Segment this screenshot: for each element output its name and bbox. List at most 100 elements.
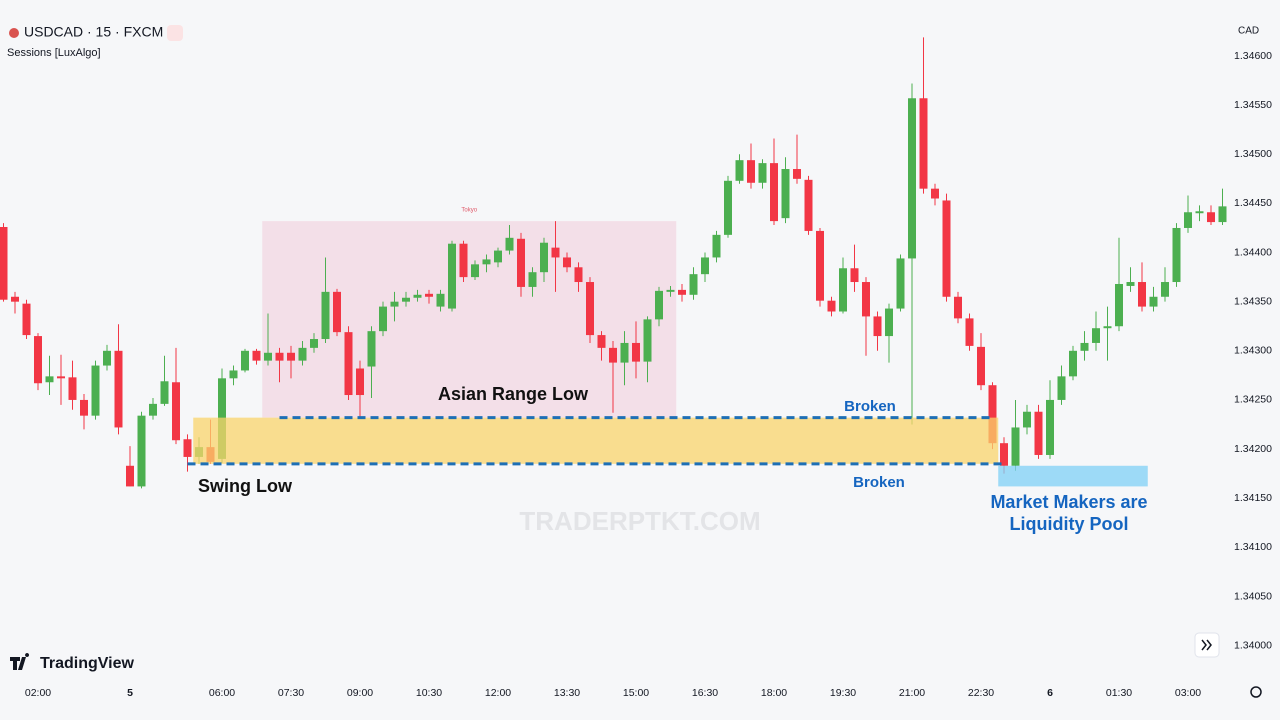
candle-body [563, 257, 571, 268]
candle-body [229, 370, 238, 379]
x-tick-label: 09:00 [347, 687, 373, 699]
candle-body [471, 264, 479, 278]
chart-title[interactable]: USDCAD · 15 · FXCM [24, 24, 163, 40]
candle-body [781, 169, 790, 219]
candle-body [597, 335, 606, 348]
candle-body [873, 316, 882, 337]
candle-body [747, 160, 755, 183]
candle-body [862, 282, 870, 317]
candle-body [574, 267, 583, 283]
candle-body [896, 258, 905, 309]
candle-body [275, 352, 284, 361]
candle-body [1172, 227, 1181, 283]
candle-body [735, 160, 744, 181]
scroll-button[interactable] [1194, 632, 1220, 658]
y-tick-label: 1.34000 [1234, 639, 1272, 651]
candle-body [942, 200, 951, 297]
candle-body [68, 377, 77, 400]
candle-body [1103, 326, 1112, 329]
candle-body [1069, 350, 1077, 377]
status-badge[interactable] [167, 25, 183, 41]
candle-body [413, 294, 422, 298]
candle-body [551, 247, 560, 258]
x-tick-label: 18:00 [761, 687, 787, 699]
annotation: Liquidity Pool [1010, 514, 1129, 534]
brand: TradingView [40, 655, 135, 672]
candle-body [241, 350, 249, 371]
candle-body [344, 332, 353, 396]
candle-body [172, 382, 180, 441]
candle-body [45, 376, 54, 383]
zone [193, 417, 999, 464]
candle-body [11, 296, 19, 302]
candle-body [793, 169, 801, 179]
candle-body [459, 243, 468, 278]
settings-button[interactable] [1250, 686, 1262, 698]
candle-body [494, 250, 502, 263]
candle-body [126, 465, 134, 487]
candle-body [1138, 282, 1146, 307]
candle-body [678, 289, 686, 295]
candle-body [505, 237, 514, 251]
candle-body [965, 318, 974, 346]
y-tick-label: 1.34350 [1234, 295, 1272, 307]
candle-body [114, 350, 123, 428]
candle-body [1149, 296, 1158, 307]
candle-body [804, 179, 813, 231]
y-tick-label: 1.34400 [1234, 246, 1272, 258]
candle-body [1184, 212, 1192, 228]
candle-body [689, 274, 698, 295]
candle-body [149, 403, 157, 416]
x-tick-label: 01:30 [1106, 687, 1132, 699]
candle-body [402, 297, 410, 302]
candles [0, 37, 1227, 489]
candle-body [1115, 283, 1123, 327]
candle-body [264, 352, 272, 361]
y-tick-label: 1.34600 [1234, 50, 1272, 62]
x-tick-label: 13:30 [554, 687, 580, 699]
candle-body [1092, 328, 1100, 343]
x-tick-label: 16:30 [692, 687, 718, 699]
candle-body [1207, 212, 1215, 223]
zone [262, 221, 677, 418]
annotation: Market Makers are [990, 492, 1147, 512]
candle-body [609, 347, 617, 363]
currency[interactable]: CAD [1238, 26, 1259, 37]
candle-body [701, 257, 709, 275]
candle-body [724, 180, 732, 235]
candle-body [908, 98, 916, 259]
candle-body [988, 385, 997, 444]
y-tick-label: 1.34300 [1234, 345, 1272, 357]
candle-body [1023, 411, 1031, 428]
indicator-name[interactable]: Sessions [LuxAlgo] [7, 47, 101, 59]
candle-body [482, 259, 491, 265]
candle-body [1057, 376, 1066, 400]
candle-body [22, 303, 31, 336]
candle-body [954, 296, 962, 319]
candle-body [287, 352, 295, 361]
candle-body [390, 301, 399, 307]
candle-body [655, 290, 663, 320]
annotation: Broken [853, 474, 905, 491]
x-tick-label: 21:00 [899, 687, 925, 699]
candle-body [977, 346, 985, 386]
candle-body [632, 342, 640, 362]
candle-body [34, 336, 42, 384]
candle-body [1011, 427, 1020, 466]
candle-body [425, 293, 433, 297]
candle-body [827, 300, 836, 312]
candle-body [931, 188, 939, 199]
zone [998, 465, 1148, 487]
front-layer [187, 416, 1148, 487]
candle-body [436, 293, 445, 307]
x-tick-label: 12:00 [485, 687, 511, 699]
candle-body [770, 163, 778, 222]
candle-body [1126, 282, 1135, 286]
candle-body [103, 350, 111, 366]
candle-body [80, 399, 88, 416]
x-tick-label: 10:30 [416, 687, 442, 699]
candle-body [367, 331, 376, 367]
candle-body [1000, 443, 1008, 466]
candle-body [57, 376, 65, 379]
